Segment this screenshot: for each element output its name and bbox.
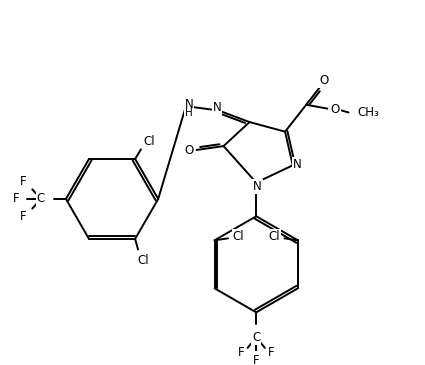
Text: H: H [185,108,193,118]
Text: F: F [20,175,27,188]
Text: F: F [13,192,19,205]
Text: O: O [184,145,193,157]
Text: Cl: Cl [268,230,280,243]
Text: N: N [293,158,302,171]
Text: N: N [212,101,221,114]
Text: F: F [268,346,275,359]
Text: F: F [20,210,27,223]
Text: N: N [253,180,261,193]
Text: C: C [252,331,261,344]
Text: O: O [319,74,328,87]
Text: N: N [184,98,193,111]
Text: CH₃: CH₃ [357,106,379,119]
Text: C: C [37,192,45,205]
Text: F: F [253,354,260,365]
Text: Cl: Cl [137,254,149,266]
Text: F: F [238,346,244,359]
Text: Cl: Cl [144,135,156,148]
Text: O: O [330,103,340,116]
Text: Cl: Cl [233,230,244,243]
